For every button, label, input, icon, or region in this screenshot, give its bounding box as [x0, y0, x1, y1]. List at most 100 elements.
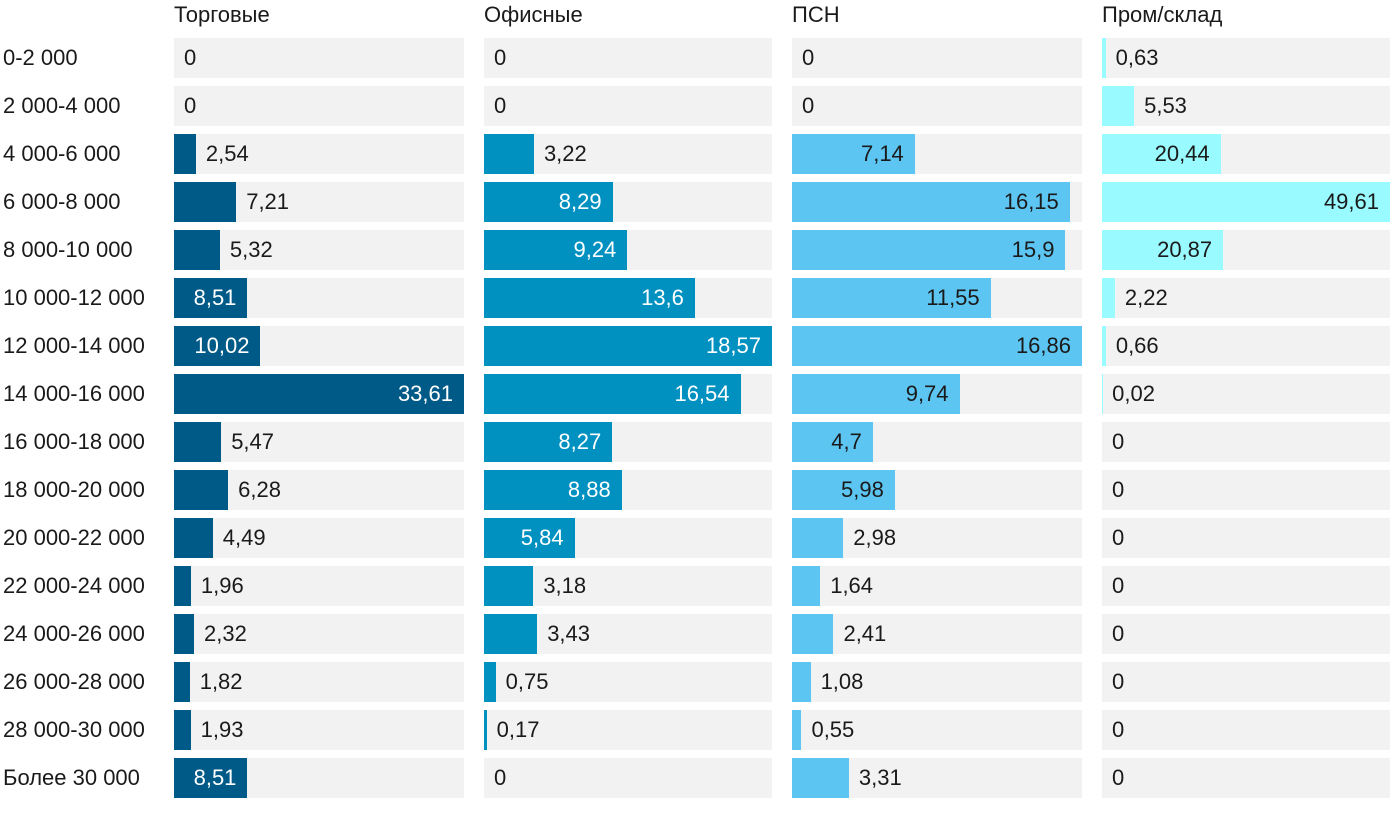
bar-track: 8,51 [174, 278, 464, 318]
data-label: 0 [494, 765, 507, 790]
data-label: 0,02 [1112, 381, 1155, 406]
bar-track: 0 [484, 86, 772, 126]
bar-track: 0 [1102, 422, 1390, 462]
data-label: 5,47 [231, 429, 275, 454]
bar-track: 0,55 [792, 710, 1082, 750]
bar [792, 374, 960, 414]
bar-track: 0,66 [1102, 326, 1390, 366]
data-label: 9,24 [573, 237, 617, 262]
bar [174, 326, 261, 366]
bar-track: 9,74 [792, 374, 1082, 414]
bar [174, 374, 464, 414]
bar-track: 1,64 [792, 566, 1082, 606]
bar [792, 566, 821, 606]
data-label: 1,64 [830, 573, 874, 598]
bar-track: 0 [484, 758, 772, 798]
data-label: 0 [1112, 765, 1125, 790]
category-label: 22 000-24 000 [3, 573, 145, 598]
bar-track: 6,28 [174, 470, 464, 510]
data-label: 2,32 [204, 621, 247, 646]
data-label: 15,9 [1011, 237, 1055, 262]
bar [484, 614, 538, 654]
bar-track: 2,41 [792, 614, 1082, 654]
panel-header: Торговые [174, 2, 270, 27]
bar-track: 8,51 [174, 758, 464, 798]
data-label: 2,98 [853, 525, 897, 550]
bar [484, 134, 534, 174]
bar [1102, 326, 1106, 366]
bar [484, 566, 534, 606]
bar-track: 5,84 [484, 518, 772, 558]
bar-track: 20,87 [1102, 230, 1390, 270]
bar-track: 0 [1102, 566, 1390, 606]
data-label: 0 [1112, 669, 1125, 694]
data-label: 2,41 [843, 621, 887, 646]
bar [484, 278, 695, 318]
bar-track: 2,54 [174, 134, 464, 174]
data-label: 5,53 [1144, 93, 1187, 118]
data-label: 10,02 [194, 333, 250, 358]
bar-track: 9,24 [484, 230, 772, 270]
data-label: 2,22 [1124, 285, 1168, 310]
bar-track: 0,63 [1102, 38, 1390, 78]
bar [484, 518, 575, 558]
bar-track: 5,32 [174, 230, 464, 270]
category-label: 18 000-20 000 [3, 477, 145, 502]
panel-header: ПСН [792, 2, 840, 27]
bar [174, 134, 196, 174]
bar [484, 230, 628, 270]
bar [792, 614, 834, 654]
data-label: 1,82 [199, 669, 243, 694]
data-label: 20,44 [1154, 141, 1210, 166]
bar-track: 0 [1102, 470, 1390, 510]
category-label: 2 000-4 000 [3, 93, 121, 118]
bar [174, 518, 213, 558]
data-label: 16,15 [1003, 189, 1059, 214]
bar [792, 134, 915, 174]
bar [174, 662, 190, 702]
bar [1102, 278, 1115, 318]
bar-track: 16,86 [792, 326, 1082, 366]
bar-track: 2,98 [792, 518, 1082, 558]
data-label: 0 [184, 93, 197, 118]
bar [174, 182, 237, 222]
data-label: 4,49 [222, 525, 266, 550]
data-label: 11,55 [926, 285, 980, 310]
data-label: 3,18 [543, 573, 587, 598]
data-label: 16,54 [674, 381, 730, 406]
bar-track: 0 [484, 38, 772, 78]
data-label: 0 [1112, 477, 1125, 502]
data-label: 0 [1112, 621, 1125, 646]
bar [792, 758, 849, 798]
data-label: 0,66 [1115, 333, 1159, 358]
bar [792, 422, 873, 462]
data-label: 0 [494, 93, 507, 118]
category-label: 20 000-22 000 [3, 525, 145, 550]
category-label: 6 000-8 000 [3, 189, 121, 214]
data-label: 13,6 [641, 285, 684, 310]
bar-track: 1,08 [792, 662, 1082, 702]
bar-track: 0 [174, 38, 464, 78]
bar [484, 662, 496, 702]
bar-track: 1,93 [174, 710, 464, 750]
bar [174, 278, 248, 318]
bar [1102, 182, 1390, 222]
data-label: 0,55 [811, 717, 855, 742]
data-label: 6,28 [238, 477, 281, 502]
category-label: 24 000-26 000 [3, 621, 145, 646]
bar-track: 3,31 [792, 758, 1082, 798]
data-label: 5,84 [520, 525, 564, 550]
bar-track: 0 [174, 86, 464, 126]
category-label: 26 000-28 000 [3, 669, 145, 694]
bar-track: 5,98 [792, 470, 1082, 510]
category-label: 12 000-14 000 [3, 333, 145, 358]
bar [484, 182, 613, 222]
data-label: 3,43 [547, 621, 591, 646]
bar-track: 2,32 [174, 614, 464, 654]
bar-track: 33,61 [174, 374, 464, 414]
bar-track: 0 [1102, 518, 1390, 558]
bar-track: 0,75 [484, 662, 772, 702]
data-label: 0 [1112, 525, 1125, 550]
bar [792, 230, 1066, 270]
data-label: 1,96 [200, 573, 244, 598]
